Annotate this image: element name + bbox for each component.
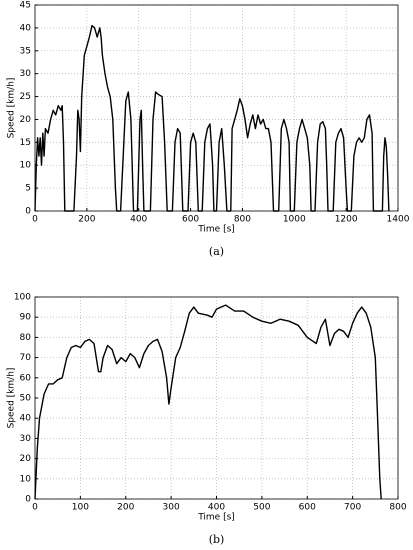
y-tick-label: 100 xyxy=(14,293,31,303)
x-tick-label: 400 xyxy=(208,503,225,513)
y-tick-label: 25 xyxy=(20,92,31,102)
y-tick-label: 5 xyxy=(25,184,31,194)
y-tick-label: 20 xyxy=(20,454,32,464)
caption: (b) xyxy=(209,533,225,546)
x-tick-label: 100 xyxy=(72,503,89,513)
y-tick-label: 20 xyxy=(20,115,32,125)
x-tick-label: 200 xyxy=(78,215,95,225)
x-tick-label: 700 xyxy=(344,503,361,513)
y-tick-label: 70 xyxy=(20,353,32,363)
x-tick-label: 1200 xyxy=(335,215,358,225)
x-tick-label: 300 xyxy=(163,503,180,513)
y-tick-label: 60 xyxy=(20,373,32,383)
y-axis-label: Speed [km/h] xyxy=(7,368,17,429)
plot-frame xyxy=(34,296,399,500)
y-tick-label: 10 xyxy=(20,474,32,484)
speed-line xyxy=(34,24,390,212)
x-tick-label: 1000 xyxy=(283,215,306,225)
y-tick-label: 30 xyxy=(20,69,32,79)
y-tick-label: 40 xyxy=(20,414,32,424)
x-axis-label: Time [s] xyxy=(197,513,235,523)
x-tick-label: 500 xyxy=(253,503,270,513)
y-tick-label: 90 xyxy=(20,313,32,323)
speed-line xyxy=(34,304,382,500)
y-tick-label: 0 xyxy=(25,495,31,505)
x-tick-label: 800 xyxy=(234,215,251,225)
x-tick-label: 600 xyxy=(182,215,199,225)
x-tick-label: 0 xyxy=(32,503,38,513)
y-tick-label: 10 xyxy=(20,161,32,171)
y-tick-label: 40 xyxy=(20,23,32,33)
y-tick-label: 15 xyxy=(20,138,31,148)
x-tick-label: 400 xyxy=(130,215,147,225)
x-tick-label: 1400 xyxy=(387,215,410,225)
y-tick-label: 45 xyxy=(20,1,31,11)
y-tick-label: 30 xyxy=(20,434,32,444)
x-axis-label: Time [s] xyxy=(197,225,235,235)
y-tick-label: 0 xyxy=(25,207,31,217)
x-tick-label: 600 xyxy=(299,503,316,513)
y-tick-label: 80 xyxy=(20,333,32,343)
x-tick-label: 200 xyxy=(117,503,134,513)
caption: (a) xyxy=(209,245,224,258)
y-tick-label: 35 xyxy=(20,46,31,56)
x-tick-label: 800 xyxy=(389,503,406,513)
y-axis-label: Speed [km/h] xyxy=(7,78,17,139)
x-tick-label: 0 xyxy=(32,215,38,225)
y-tick-label: 50 xyxy=(20,394,32,404)
